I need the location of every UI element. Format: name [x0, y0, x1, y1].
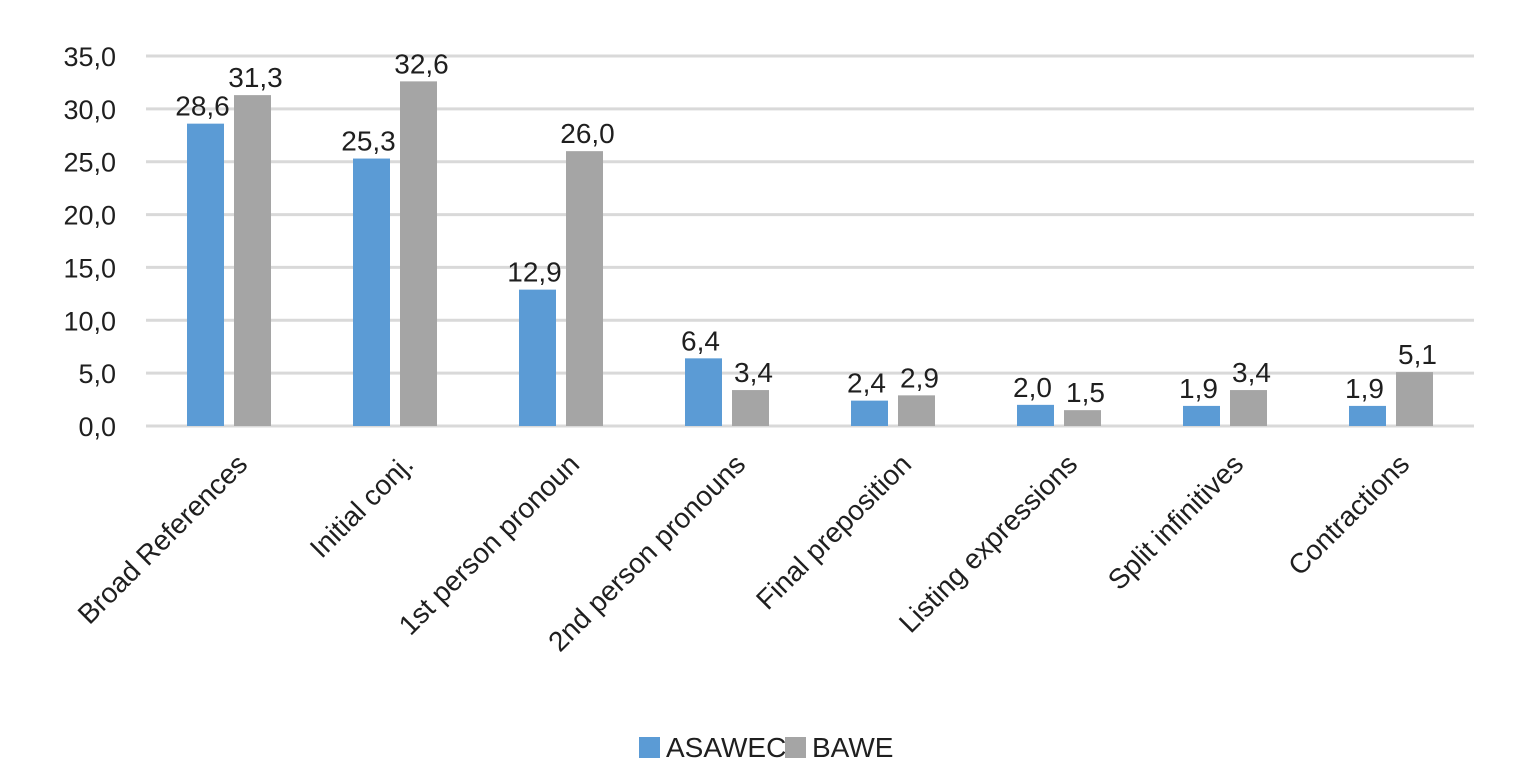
data-label: 25,3: [341, 126, 396, 157]
x-axis-categories: Broad References Initial conj.1st person …: [72, 448, 1416, 657]
data-label: 12,9: [507, 257, 562, 288]
y-tick-label: 5,0: [78, 359, 116, 389]
y-tick-label: 30,0: [63, 95, 116, 125]
bar-asawec: [1017, 404, 1054, 426]
x-category-label: 1st person pronoun: [393, 448, 586, 641]
bar-asawec: [685, 358, 722, 426]
legend-swatch-bawe: [785, 737, 806, 758]
data-label: 32,6: [394, 48, 449, 79]
y-tick-label: 35,0: [63, 42, 116, 72]
legend-label-bawe: BAWE: [812, 732, 893, 763]
bar-asawec: [1349, 405, 1386, 426]
bar-asawec: [1183, 405, 1220, 426]
gridlines: [146, 54, 1474, 428]
x-category-label: Final preposition: [750, 448, 917, 615]
data-label: 3,4: [734, 357, 773, 388]
bars: [187, 81, 1433, 427]
data-label: 31,3: [228, 62, 283, 93]
data-label: 1,9: [1345, 373, 1384, 404]
bar-asawec: [187, 123, 224, 427]
bar-asawec: [519, 289, 556, 426]
data-label: 6,4: [681, 325, 720, 356]
x-category-label: Broad References: [72, 448, 254, 630]
bar-asawec: [353, 158, 390, 427]
x-category-label: Contractions: [1282, 448, 1415, 581]
data-label: 2,9: [900, 362, 939, 393]
bar-bawe: [1230, 390, 1267, 426]
data-label: 3,4: [1232, 357, 1271, 388]
x-category-label: Listing expressions: [893, 448, 1083, 638]
legend-swatch-asawec: [639, 737, 660, 758]
legend-label-asawec: ASAWEC: [666, 732, 786, 763]
data-label: 26,0: [560, 118, 615, 149]
data-labels: 28,631,3 25,3 32,6 12,9 26,0 6,4 3,4 2,4 2,9 2,0 1…: [175, 48, 1437, 408]
data-label: 5,1: [1398, 339, 1437, 370]
bar-bawe: [566, 151, 603, 426]
data-label: 1,9: [1179, 373, 1218, 404]
data-label: 28,6: [175, 91, 230, 122]
bar-asawec: [851, 400, 888, 426]
x-category-label: Initial conj.: [304, 448, 419, 563]
bar-bawe: [234, 95, 271, 426]
bar-bawe: [732, 390, 769, 426]
data-label: 1,5: [1066, 377, 1105, 408]
legend: ASAWEC BAWE: [639, 732, 893, 763]
bar-bawe: [898, 395, 935, 426]
y-tick-label: 15,0: [63, 253, 116, 283]
x-category-label: Split infinitives: [1102, 448, 1249, 595]
bar-bawe: [1396, 372, 1433, 426]
data-label: 2,0: [1013, 372, 1052, 403]
y-tick-label: 25,0: [63, 148, 116, 178]
y-tick-label: 0,0: [78, 412, 116, 442]
bar-bawe: [400, 81, 437, 426]
y-axis-ticks: 0,0 5,0 10,0 15,0 20,0 25,0 30,0 35,0: [63, 42, 116, 442]
y-tick-label: 10,0: [63, 306, 116, 336]
y-tick-label: 20,0: [63, 201, 116, 231]
bar-bawe: [1064, 410, 1101, 426]
data-label: 2,4: [847, 368, 886, 399]
